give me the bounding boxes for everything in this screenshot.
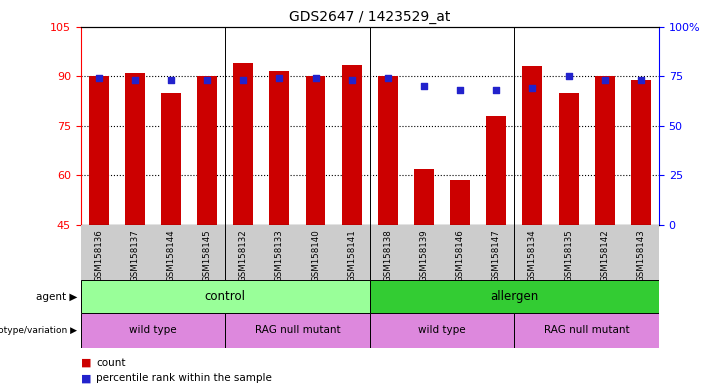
Text: GSM158138: GSM158138 [383,229,393,282]
Bar [81,280,370,313]
Bar [197,76,217,225]
Point [635,77,646,83]
Bar [450,180,470,225]
Text: agent ▶: agent ▶ [36,291,77,302]
Text: ■: ■ [81,373,91,383]
Bar [370,280,659,313]
Bar [515,313,659,348]
Point [454,87,465,93]
Point [563,73,574,79]
Bar [89,76,109,225]
Text: percentile rank within the sample: percentile rank within the sample [96,373,272,383]
Bar [378,76,397,225]
Text: GSM158145: GSM158145 [203,229,212,282]
Text: GSM158133: GSM158133 [275,229,284,282]
Text: GSM158136: GSM158136 [94,229,103,282]
Point [274,75,285,81]
Point [346,77,358,83]
Point [527,85,538,91]
Text: GSM158146: GSM158146 [456,229,465,282]
Point [93,75,104,81]
Bar [370,313,515,348]
Text: GSM158135: GSM158135 [564,229,573,282]
Bar [594,76,615,225]
Text: GSM158144: GSM158144 [166,229,175,282]
Text: RAG null mutant: RAG null mutant [544,325,629,335]
Text: GSM158139: GSM158139 [419,229,428,282]
Point [238,77,249,83]
Text: wild type: wild type [418,325,466,335]
Text: ■: ■ [81,358,91,368]
Text: genotype/variation ▶: genotype/variation ▶ [0,326,77,335]
Bar [233,63,253,225]
Point [491,87,502,93]
Bar [225,313,370,348]
Bar [559,93,578,225]
Bar [631,79,651,225]
Bar [269,71,290,225]
Text: GSM158134: GSM158134 [528,229,537,282]
Text: GSM158142: GSM158142 [600,229,609,282]
Bar [81,313,225,348]
Bar [342,65,362,225]
Point [599,77,611,83]
Text: GSM158143: GSM158143 [637,229,646,282]
Text: GSM158147: GSM158147 [492,229,501,282]
Point [310,75,321,81]
Bar [486,116,506,225]
Text: GSM158140: GSM158140 [311,229,320,282]
Text: wild type: wild type [129,325,177,335]
Point [165,77,177,83]
Bar [161,93,181,225]
Point [418,83,430,89]
Text: count: count [96,358,125,368]
Text: allergen: allergen [490,290,538,303]
Point [129,77,140,83]
Text: GSM158141: GSM158141 [347,229,356,282]
Bar [306,76,325,225]
Point [201,77,212,83]
Bar [125,73,145,225]
Text: GSM158137: GSM158137 [130,229,139,282]
Title: GDS2647 / 1423529_at: GDS2647 / 1423529_at [289,10,451,25]
Bar [414,169,434,225]
Text: control: control [205,290,245,303]
Text: RAG null mutant: RAG null mutant [254,325,340,335]
Text: GSM158132: GSM158132 [239,229,247,282]
Point [382,75,393,81]
Bar [522,66,543,225]
